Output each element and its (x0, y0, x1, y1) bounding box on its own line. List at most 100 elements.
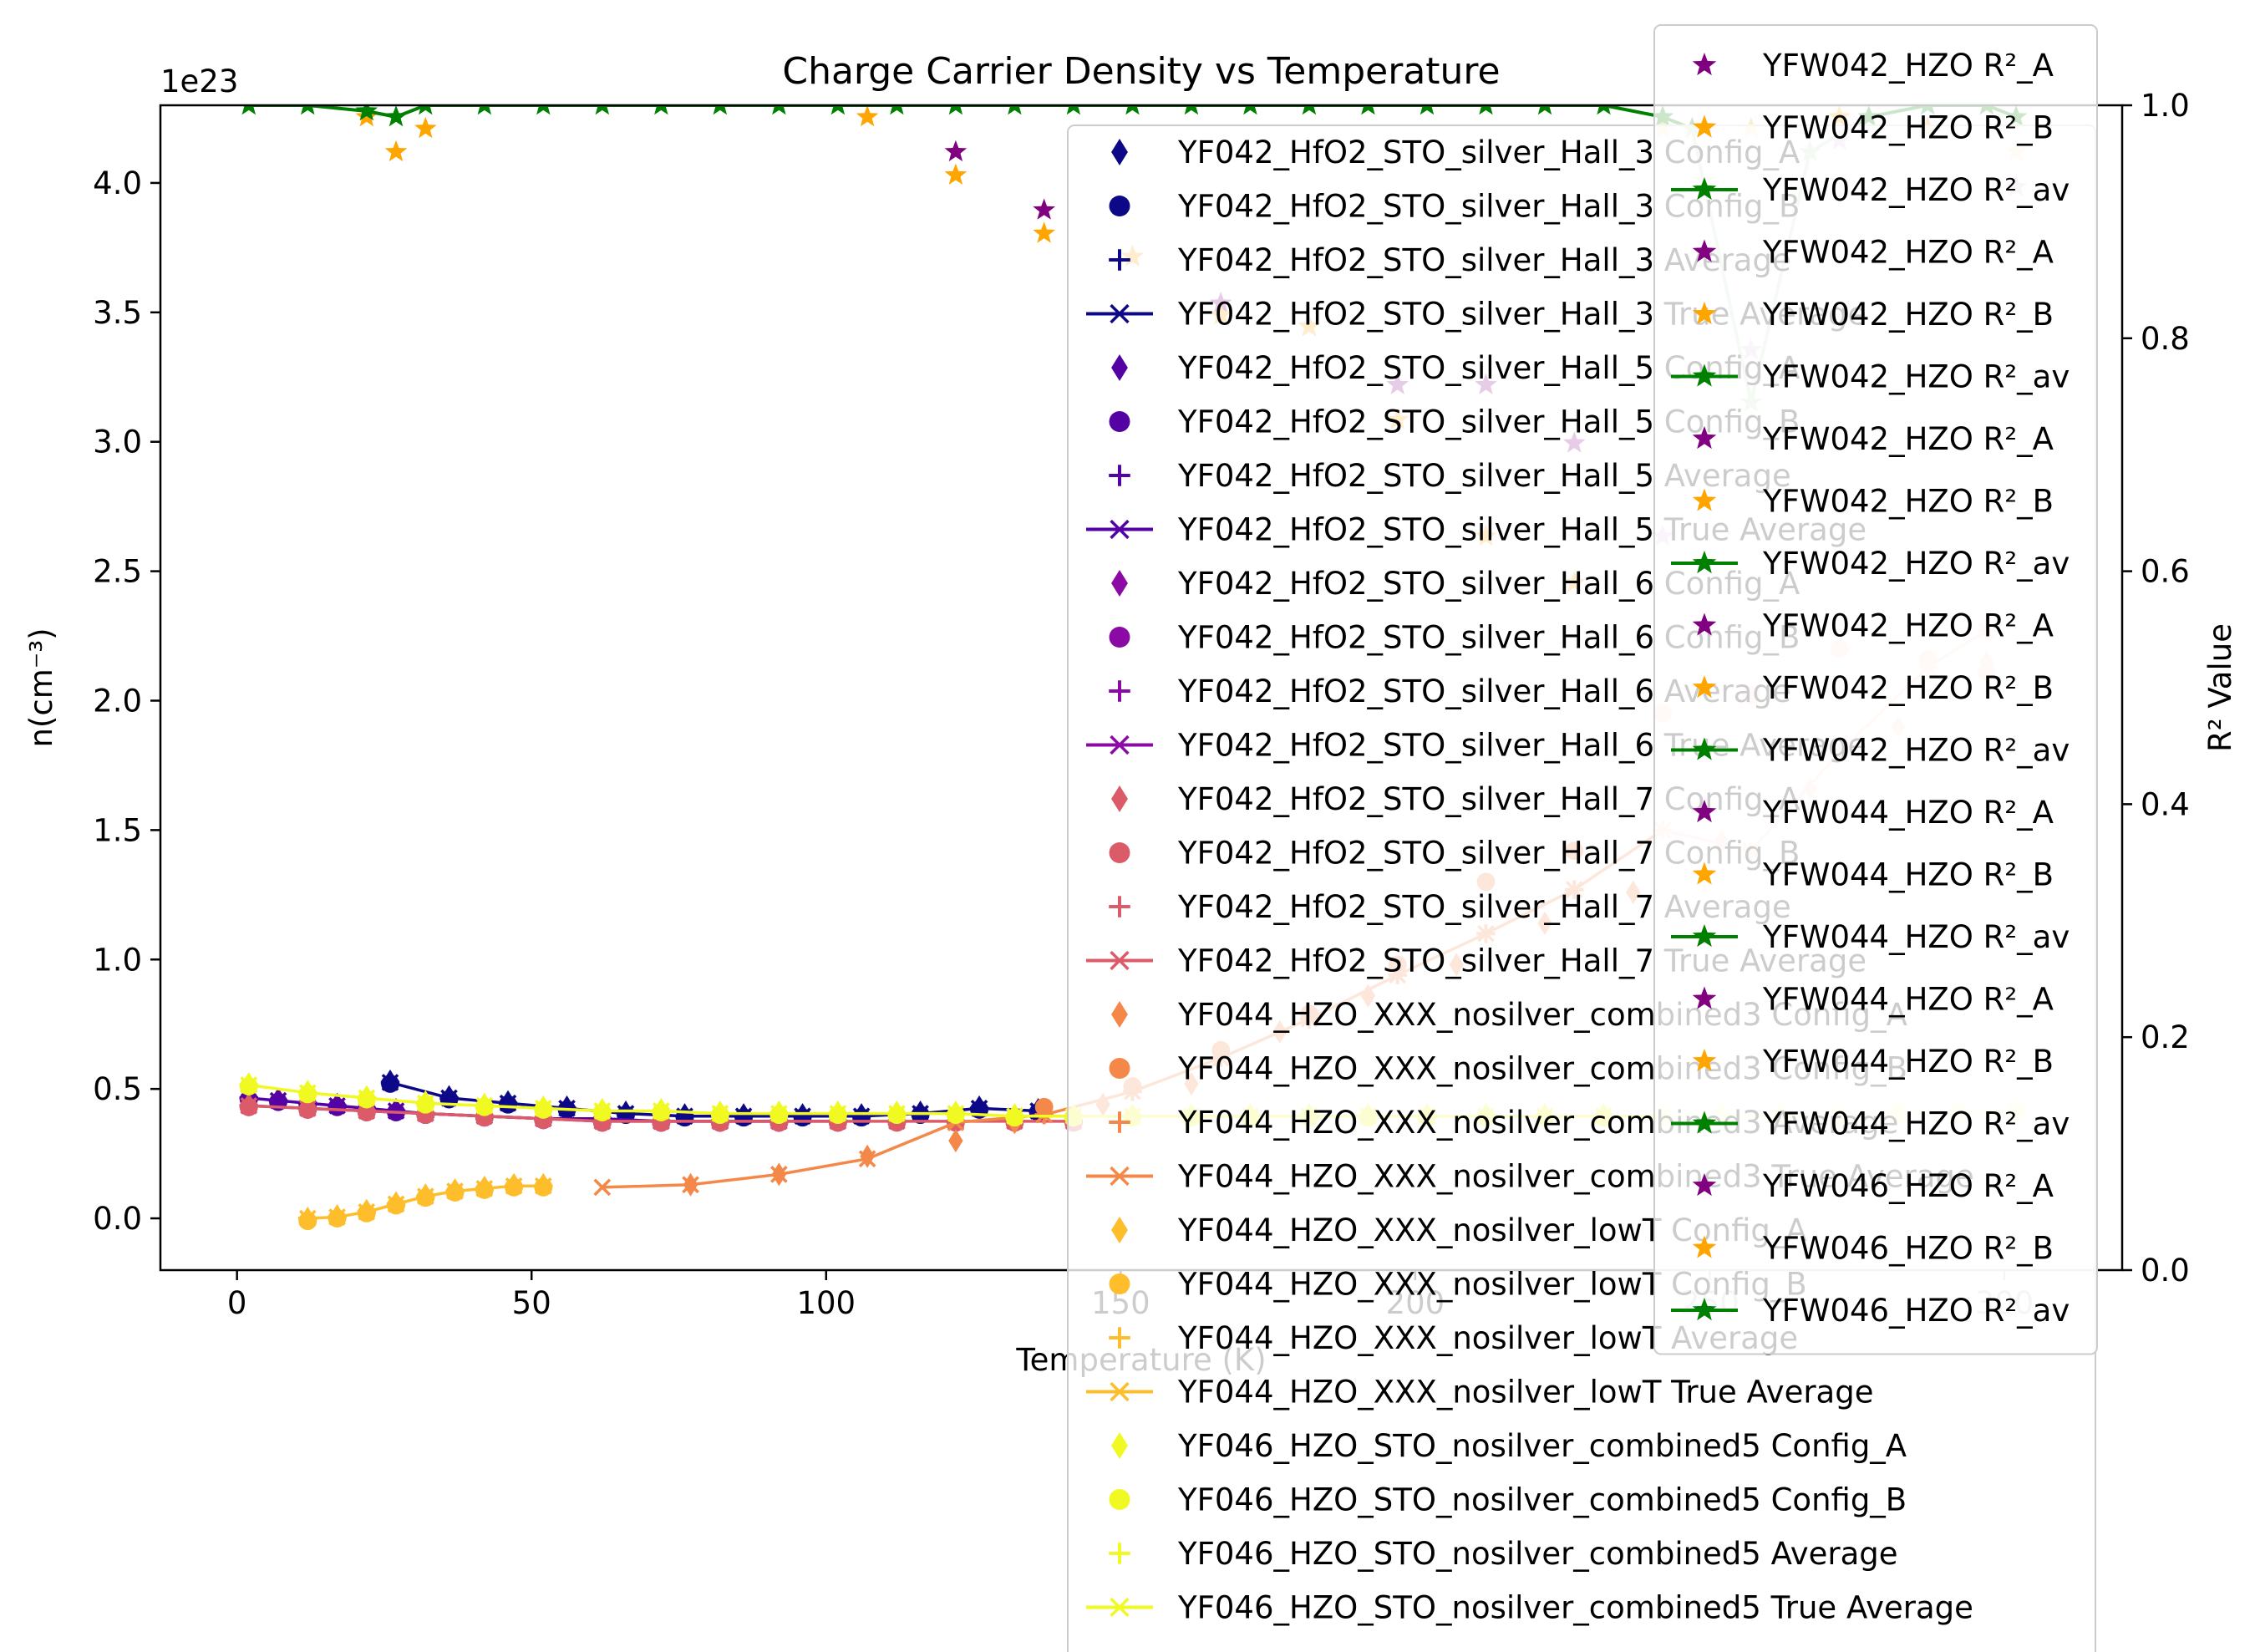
legend-marker-swatch (1110, 950, 1130, 971)
legend-r2-marker-swatch (1692, 737, 1717, 760)
r2-point (1066, 105, 1081, 115)
legend-r2-marker-swatch (1692, 1111, 1717, 1134)
data-point (505, 1177, 523, 1195)
legend-density-label: YF046_HZO_STO_nosilver_combined5 Config_… (1177, 1482, 1907, 1518)
data-point (298, 1100, 317, 1117)
r2-point (948, 105, 963, 115)
legend-density-item: YF046_HZO_STO_nosilver_combined5 True Av… (1086, 1590, 1973, 1626)
y2-tick-label: 0.6 (2141, 554, 2190, 590)
legend-r2-item: YFW042_HZO R²_av (1671, 172, 2070, 208)
legend-r2-marker-swatch (1692, 426, 1717, 450)
legend-marker-swatch (1109, 680, 1130, 702)
legend-r2-marker-swatch (1692, 551, 1717, 574)
data-point (711, 1105, 729, 1122)
legend-r2-item: YFW044_HZO R²_B (1692, 1044, 2054, 1080)
data-point (948, 1129, 963, 1153)
legend-r2-item: YFW042_HZO R²_A (1692, 48, 2054, 84)
legend-r2-label: YFW042_HZO R²_A (1762, 235, 2054, 271)
legend-r2-label: YFW044_HZO R²_A (1762, 795, 2054, 831)
r2-point (1184, 105, 1199, 115)
legend-marker-swatch (1110, 1381, 1130, 1402)
legend-density-label: YF044_HZO_XXX_nosilver_lowT True Average (1177, 1375, 1873, 1411)
data-point (534, 1177, 552, 1195)
legend-r2-label: YFW044_HZO R²_av (1762, 1106, 2070, 1142)
legend-r2-marker-swatch (1692, 1049, 1717, 1072)
r2-point (384, 140, 408, 162)
legend-marker-swatch (1110, 303, 1130, 324)
y2-tick-label: 0.8 (2141, 321, 2190, 357)
r2-point (1420, 105, 1435, 115)
legend-r2-label: YFW042_HZO R²_B (1762, 670, 2054, 706)
legend-r2: YFW042_HZO R²_A YFW042_HZO R²_B YFW042_HZO… (1653, 24, 2098, 1355)
legend-density-label: YF046_HZO_STO_nosilver_combined5 True Av… (1177, 1590, 1973, 1626)
r2-point (1033, 198, 1055, 220)
legend-marker-swatch (1111, 785, 1128, 812)
chart-title: Charge Carrier Density vs Temperature (782, 50, 1500, 93)
legend-r2-label: YFW046_HZO R²_A (1762, 1168, 2054, 1204)
legend-marker-swatch (1111, 139, 1128, 165)
legend-r2-label: YFW044_HZO R²_B (1762, 1044, 2054, 1080)
y-axis-offset-text: 1e23 (160, 64, 238, 99)
legend-marker-swatch (1111, 1217, 1128, 1243)
y-tick-label: 3.5 (93, 295, 142, 331)
legend-marker-swatch (1111, 1432, 1128, 1459)
data-point (593, 1102, 612, 1120)
y-tick-label: 0.0 (93, 1201, 142, 1237)
data-point (888, 1105, 906, 1122)
legend-r2-label: YFW042_HZO R²_A (1762, 608, 2054, 644)
legend-r2-label: YFW042_HZO R²_av (1762, 172, 2070, 208)
r2-point (856, 105, 879, 127)
y-tick-label: 4.0 (93, 165, 142, 201)
legend-r2-marker-swatch (1692, 924, 1717, 948)
legend-marker-swatch (1109, 1489, 1130, 1510)
legend-r2-label: YFW042_HZO R²_B (1762, 484, 2054, 520)
legend-r2-label: YFW042_HZO R²_A (1762, 48, 2054, 84)
r2-point (1537, 105, 1552, 115)
legend-marker-swatch (1110, 1166, 1130, 1187)
data-point (358, 1202, 376, 1221)
legend-density-item: YF046_HZO_STO_nosilver_combined5 Config_… (1111, 1428, 1907, 1464)
r2-point (355, 105, 378, 121)
r2-point (713, 105, 728, 115)
legend-r2-item: YFW042_HZO R²_av (1671, 359, 2070, 395)
legend-r2-item: YFW042_HZO R²_av (1671, 733, 2070, 769)
legend-marker-swatch (1109, 411, 1130, 432)
density-series (298, 1177, 552, 1228)
r2-point (414, 116, 437, 139)
r2-point (1479, 105, 1493, 115)
y2-tick-label: 1.0 (2141, 88, 2190, 124)
legend-marker-swatch (1109, 465, 1130, 486)
legend-marker-swatch (1109, 1111, 1130, 1133)
legend-r2-item: YFW044_HZO R²_av (1671, 1106, 2070, 1142)
r2-point (241, 105, 256, 115)
legend-r2-label: YFW042_HZO R²_av (1762, 359, 2070, 395)
legend-r2-item: YFW042_HZO R²_B (1692, 670, 2054, 706)
legend-r2-item: YFW042_HZO R²_A (1692, 421, 2054, 457)
data-point (770, 1105, 788, 1122)
legend-r2-item: YFW044_HZO R²_B (1692, 857, 2054, 893)
x-tick-label: 0 (227, 1285, 247, 1321)
legend-r2-marker-swatch (1692, 53, 1717, 76)
legend-marker-swatch (1109, 1058, 1130, 1079)
r2-point (301, 105, 315, 115)
legend-r2-item: YFW046_HZO R²_B (1692, 1231, 2054, 1267)
legend-r2-marker-swatch (1692, 986, 1717, 1009)
data-point (475, 1180, 494, 1197)
r2-point (944, 163, 968, 185)
legend-r2-label: YFW042_HZO R²_av (1762, 546, 2070, 582)
legend-r2-item: YFW042_HZO R²_A (1692, 235, 2054, 271)
r2-point (830, 105, 846, 115)
legend-r2-item: YFW042_HZO R²_B (1692, 110, 2054, 146)
r2-point (1302, 105, 1317, 115)
r2-point (1125, 105, 1140, 115)
legend-r2-label: YFW042_HZO R²_av (1762, 733, 2070, 769)
r2-point (1243, 105, 1257, 115)
legend-density-item: YF046_HZO_STO_nosilver_combined5 Config_… (1109, 1482, 1907, 1518)
data-point (387, 1195, 405, 1213)
legend-density-label: YF046_HZO_STO_nosilver_combined5 Average (1177, 1536, 1898, 1572)
data-point (1006, 1107, 1023, 1126)
y-tick-label: 1.0 (93, 942, 142, 978)
legend-r2-marker-swatch (1692, 862, 1717, 885)
r2-point (1361, 105, 1375, 115)
